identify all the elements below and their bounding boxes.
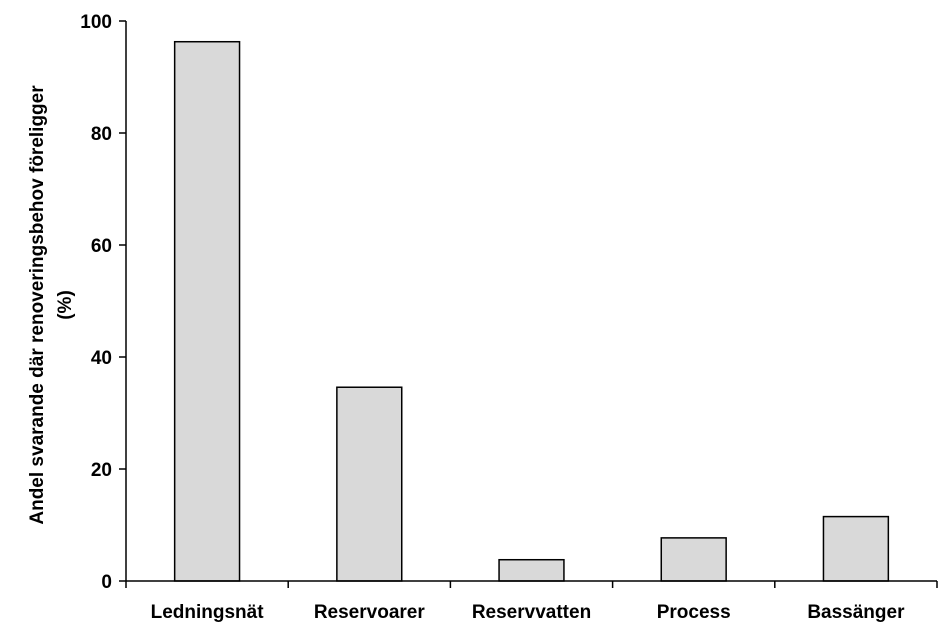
y-tick-label: 40 [91, 348, 112, 369]
y-axis: 0 20 40 60 80 100 [80, 12, 127, 593]
y-tick-label: 0 [101, 572, 112, 593]
y-axis-title: Andel svarande där renoveringsbehov före… [27, 85, 76, 525]
y-tick-label: 100 [80, 12, 112, 33]
bar-4 [822, 515, 890, 582]
x-category-label: Ledningsnät [151, 602, 265, 623]
bar-1 [336, 386, 403, 582]
bar-2 [498, 558, 565, 582]
y-axis-title-line-2: (%) [55, 290, 76, 320]
bars-group [173, 40, 890, 582]
y-tick-label: 80 [91, 124, 112, 145]
x-category-label: Reservoarer [314, 602, 426, 623]
y-axis-title-line-1: Andel svarande där renoveringsbehov före… [27, 85, 48, 525]
y-tick-label: 60 [91, 236, 112, 257]
bar-3 [660, 537, 727, 582]
x-category-label: Process [657, 602, 731, 623]
x-category-label: Reservvatten [472, 602, 591, 623]
bar-0 [173, 40, 241, 582]
y-tick-label: 20 [91, 460, 112, 481]
x-axis: Ledningsnät Reservoarer Reservvatten Proces… [125, 580, 938, 623]
x-category-label: Bassänger [807, 602, 905, 623]
